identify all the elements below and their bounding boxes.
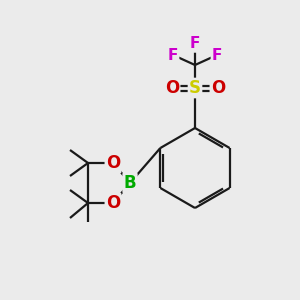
Text: O: O — [106, 194, 120, 212]
Text: O: O — [211, 79, 225, 97]
Text: O: O — [165, 79, 179, 97]
Text: F: F — [212, 47, 222, 62]
Text: F: F — [168, 47, 178, 62]
Text: O: O — [106, 154, 120, 172]
Text: S: S — [189, 79, 201, 97]
Text: F: F — [190, 37, 200, 52]
Text: B: B — [124, 174, 136, 192]
